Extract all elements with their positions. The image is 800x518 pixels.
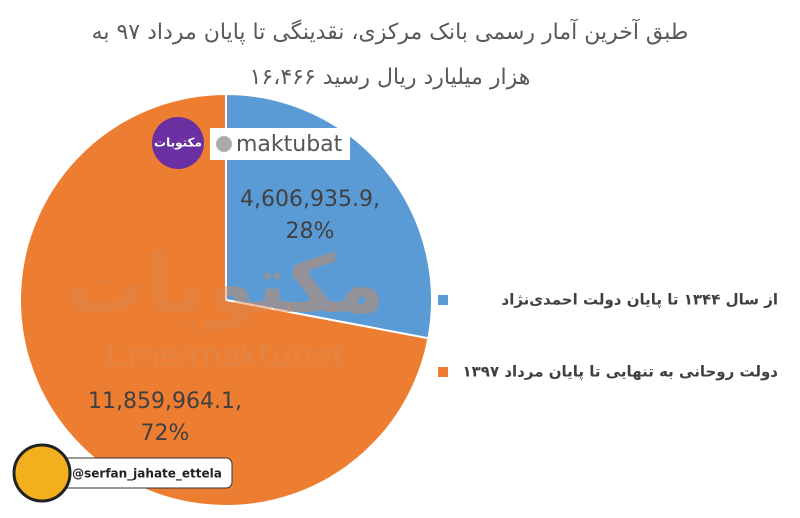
legend: از سال ۱۳۴۴ تا پایان دولت احمدی‌نژاد دولت… bbox=[438, 291, 778, 382]
legend-label: دولت روحانی به تنهایی تا پایان مرداد ۱۳۹… bbox=[462, 363, 778, 382]
watermark: maktubat bbox=[236, 132, 343, 157]
watermark: مکتوبات bbox=[65, 238, 384, 332]
data-label: 4,606,935.9, bbox=[240, 187, 380, 212]
chart-title: ۱۶،۴۶۶ هزار میلیارد ریال رسید bbox=[250, 65, 531, 90]
legend-swatch bbox=[438, 295, 448, 305]
data-label: 11,859,964.1, bbox=[88, 389, 242, 414]
badge-logo bbox=[12, 443, 72, 503]
legend-swatch bbox=[438, 367, 448, 377]
data-label: 28% bbox=[286, 219, 335, 244]
pie-slice bbox=[19, 92, 430, 507]
chart-title: طبق آخرین آمار رسمی بانک مرکزی، نقدینگی … bbox=[92, 18, 689, 45]
watermark-box bbox=[210, 128, 350, 160]
data-labels: 4,606,935.9, 28% 11,859,964.1, 72% bbox=[88, 187, 380, 446]
watermark: t.me/maktubat bbox=[106, 336, 345, 374]
telegram-icon bbox=[216, 136, 232, 152]
logo bbox=[152, 117, 204, 169]
watermarks: مکتوبات t.me/maktubat maktubat مکتوبات @… bbox=[12, 117, 385, 503]
legend-label: از سال ۱۳۴۴ تا پایان دولت احمدی‌نژاد bbox=[502, 291, 779, 310]
watermark: مکتوبات bbox=[154, 136, 202, 151]
data-label: 72% bbox=[141, 421, 190, 446]
watermark: @serfan_jahate_ettela bbox=[72, 467, 222, 482]
